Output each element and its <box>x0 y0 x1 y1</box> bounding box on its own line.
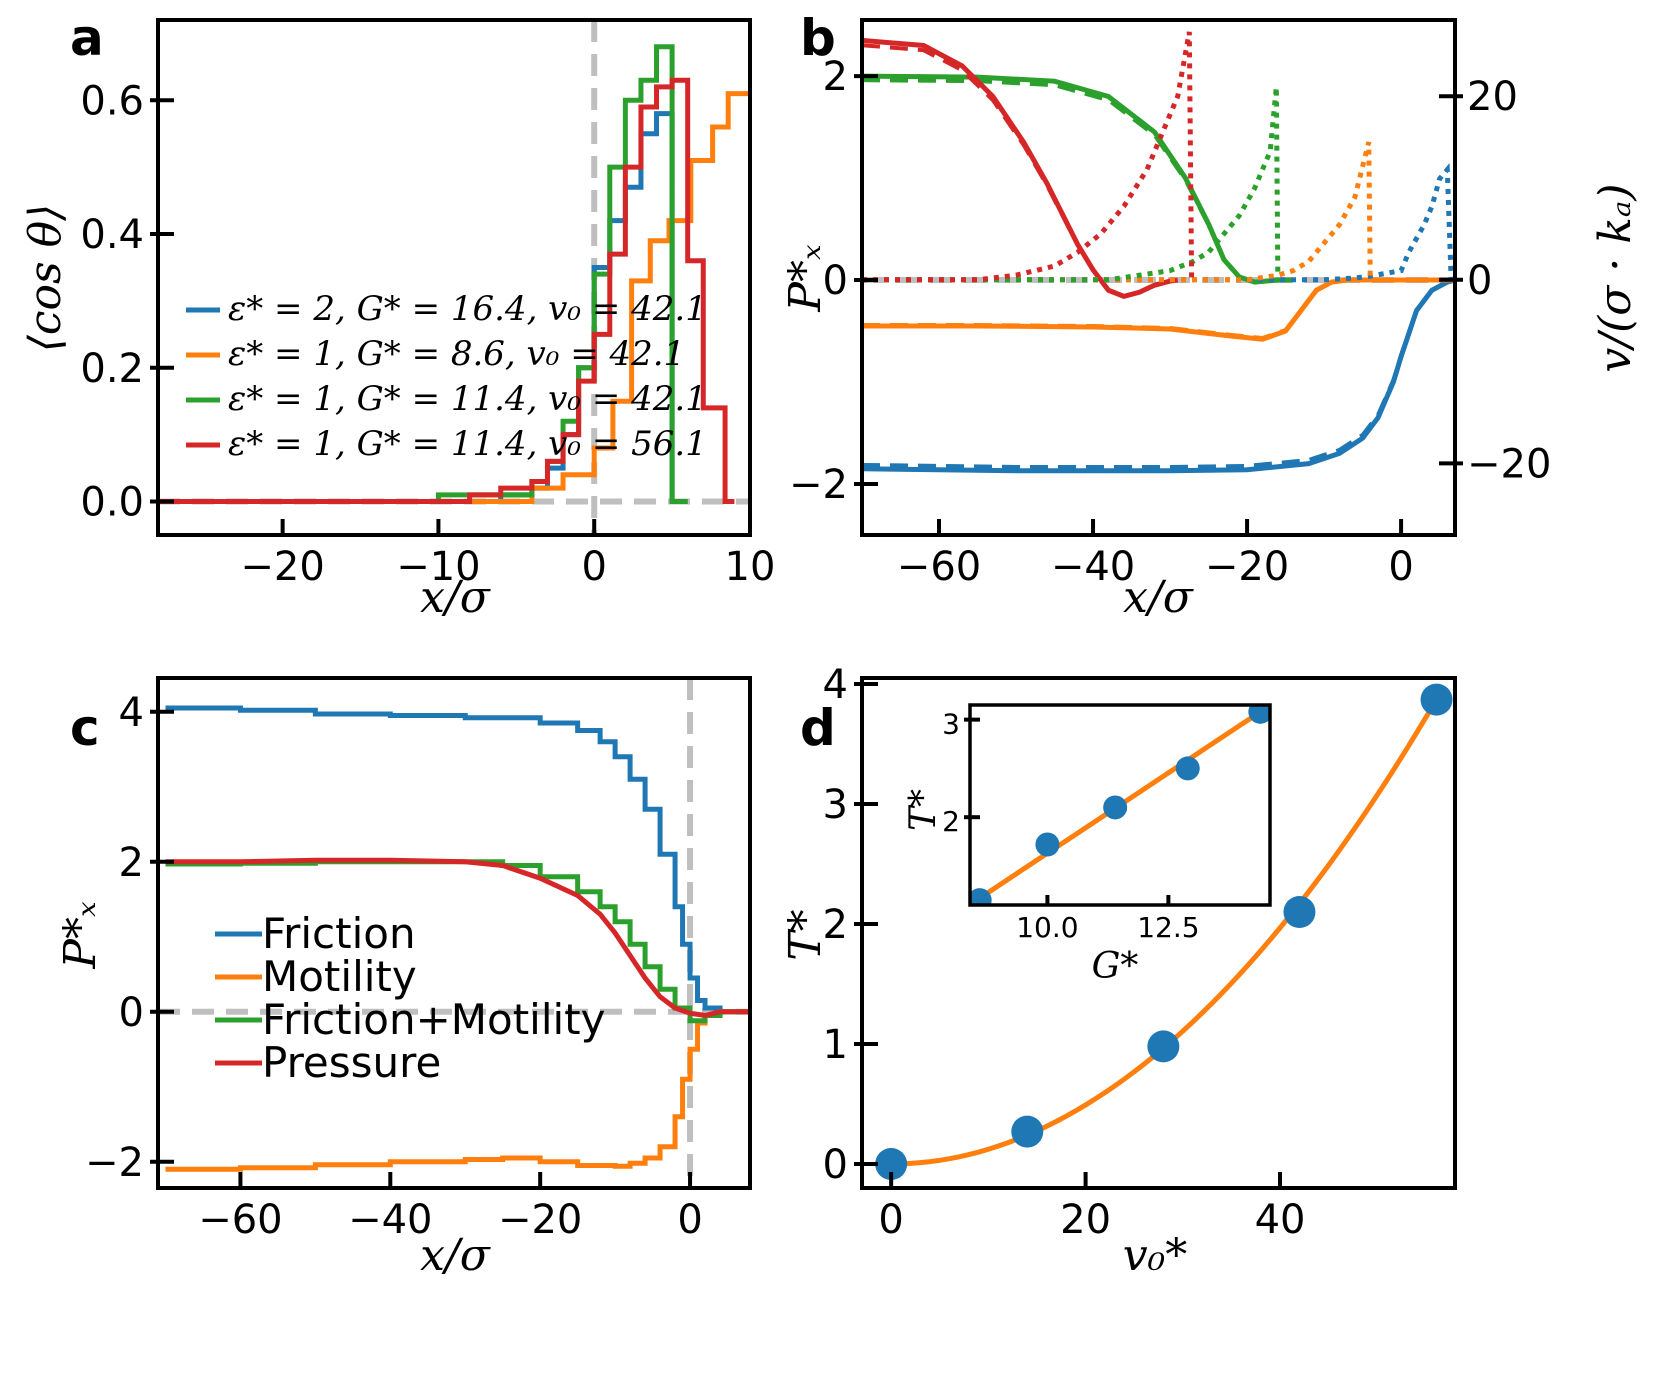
legend-label-a: ε* = 1, G* = 11.4, v₀ = 56.1 <box>228 424 707 464</box>
inset-x-label: G* <box>1092 946 1139 987</box>
x-tick-label: −40 <box>348 1197 432 1243</box>
inset-data-point <box>1248 705 1270 724</box>
series-b-pressure-dashed-0 <box>862 278 1455 469</box>
plot-area-b <box>862 31 1455 474</box>
data-point-d <box>1420 683 1453 716</box>
inset-y-label: T* <box>903 789 944 831</box>
legend-label-a: ε* = 2, G* = 16.4, v₀ = 42.1 <box>228 289 707 329</box>
y-tick-label: 2 <box>942 805 960 838</box>
x-tick-label: 20 <box>1060 1197 1111 1243</box>
legend-label-c: Pressure <box>262 1038 441 1087</box>
y-tick-label: 0 <box>823 1142 848 1188</box>
y-right-tick-label: 0 <box>1467 258 1492 304</box>
legend-label-c: Motility <box>262 952 417 1001</box>
y-tick-label: 1 <box>823 1022 848 1068</box>
axes-frame-d <box>860 676 1457 1190</box>
x-axis-label-c: x/σ <box>420 1230 492 1281</box>
y-tick-label: 0.0 <box>80 480 144 526</box>
series-c-0 <box>165 705 750 1015</box>
inset-data-point <box>1035 832 1060 857</box>
panel-letter-d: d <box>800 699 836 757</box>
y-tick-label: 4 <box>119 690 144 736</box>
panel-letter-a: a <box>70 9 104 67</box>
x-tick-label: 10.0 <box>1016 911 1078 944</box>
y-right-axis-label-b: v/(σ · kₐ) <box>1590 183 1641 372</box>
x-tick-label: −10 <box>396 544 480 590</box>
data-point-d <box>875 1148 908 1180</box>
x-tick-label: 0 <box>878 1197 903 1243</box>
x-tick-label: −20 <box>1205 544 1289 590</box>
series-b-velocity-6 <box>862 86 1281 283</box>
legend-label-a: ε* = 1, G* = 8.6, v₀ = 42.1 <box>228 334 685 374</box>
x-axis-label-a: x/σ <box>420 572 492 623</box>
panel-d: 0 20 40 0 1 2 3 4 v₀* T* 10.0 12.5 2 3 G* T* <box>780 662 1457 1281</box>
series-c-1 <box>165 1009 750 1172</box>
x-tick-label: 10 <box>725 544 776 590</box>
axes-frame-a <box>156 18 752 537</box>
x-tick-label: −60 <box>897 544 981 590</box>
y-tick-label: 2 <box>823 902 848 948</box>
panel-letter-c: c <box>70 699 100 757</box>
x-tick-label: −20 <box>240 544 324 590</box>
y-tick-label: 2 <box>823 54 848 100</box>
panel-a: −20 −10 0 10 0.0 0.2 0.4 0.6 x/σ ⟨cos θ⟩ ε* = 2, G… <box>20 18 776 623</box>
x-tick-label: −40 <box>1051 544 1135 590</box>
inset-data-point <box>1103 795 1128 820</box>
plot-area-c <box>158 678 750 1188</box>
legend-label-a: ε* = 1, G* = 11.4, v₀ = 42.1 <box>228 379 707 419</box>
y-tick-label: 0.2 <box>80 346 144 392</box>
y-axis-label-b: P*ₓ <box>780 244 831 313</box>
y-tick-label: −2 <box>85 1140 144 1186</box>
x-tick-label: 0 <box>581 544 606 590</box>
series-b-velocity-7 <box>862 31 1195 283</box>
y-tick-label: 0.6 <box>80 78 144 124</box>
x-tick-label: −20 <box>498 1197 582 1243</box>
series-b-pressure-1 <box>862 277 1455 342</box>
y-tick-label: 0 <box>823 258 848 304</box>
axes-frame-c <box>156 676 752 1190</box>
x-axis-label-d: v₀* <box>1123 1230 1188 1281</box>
legend-label-c: Friction+Motility <box>262 995 606 1044</box>
x-axis-label-b: x/σ <box>1123 572 1195 623</box>
series-b-velocity-4 <box>862 163 1454 283</box>
data-point-d <box>1011 1115 1044 1148</box>
y-tick-label: −2 <box>789 462 848 508</box>
series-b-pressure-dashed-3 <box>862 43 1179 299</box>
y-right-tick-label: 20 <box>1467 74 1518 120</box>
panel-letter-b: b <box>800 9 836 67</box>
y-axis-label-c: P*ₓ <box>55 901 106 970</box>
y-tick-label: 2 <box>119 840 144 886</box>
y-tick-label: 4 <box>823 662 848 708</box>
series-b-pressure-dashed-1 <box>862 278 1455 341</box>
y-tick-label: 0 <box>119 990 144 1036</box>
plot-area-a <box>158 20 750 535</box>
x-tick-label: 0 <box>677 1197 702 1243</box>
x-tick-label: −60 <box>198 1197 282 1243</box>
series-b-pressure-0 <box>862 277 1455 474</box>
legend-label-c: Friction <box>262 909 416 958</box>
data-point-d <box>1147 1030 1180 1063</box>
x-tick-label: 12.5 <box>1137 911 1199 944</box>
y-tick-label: 3 <box>942 708 960 741</box>
y-tick-label: 0.4 <box>80 212 144 258</box>
inset-data-point <box>970 888 992 905</box>
series-c-3 <box>165 857 750 1019</box>
x-tick-label: 0 <box>1388 544 1413 590</box>
y-right-tick-label: −20 <box>1467 441 1551 487</box>
y-axis-label-d: T* <box>780 909 831 960</box>
data-point-d <box>1283 896 1316 928</box>
series-b-velocity-5 <box>862 141 1373 283</box>
inset-plot-area <box>970 705 1270 905</box>
inset-data-point <box>1175 756 1200 781</box>
x-tick-label: 40 <box>1255 1197 1306 1243</box>
inset-frame <box>968 703 1272 907</box>
y-tick-label: 3 <box>823 782 848 828</box>
series-a-3 <box>158 77 735 505</box>
plot-area-d <box>875 683 1453 1180</box>
axes-frame-b <box>860 18 1457 537</box>
y-axis-label-a: ⟨cos θ⟩ <box>20 204 71 353</box>
